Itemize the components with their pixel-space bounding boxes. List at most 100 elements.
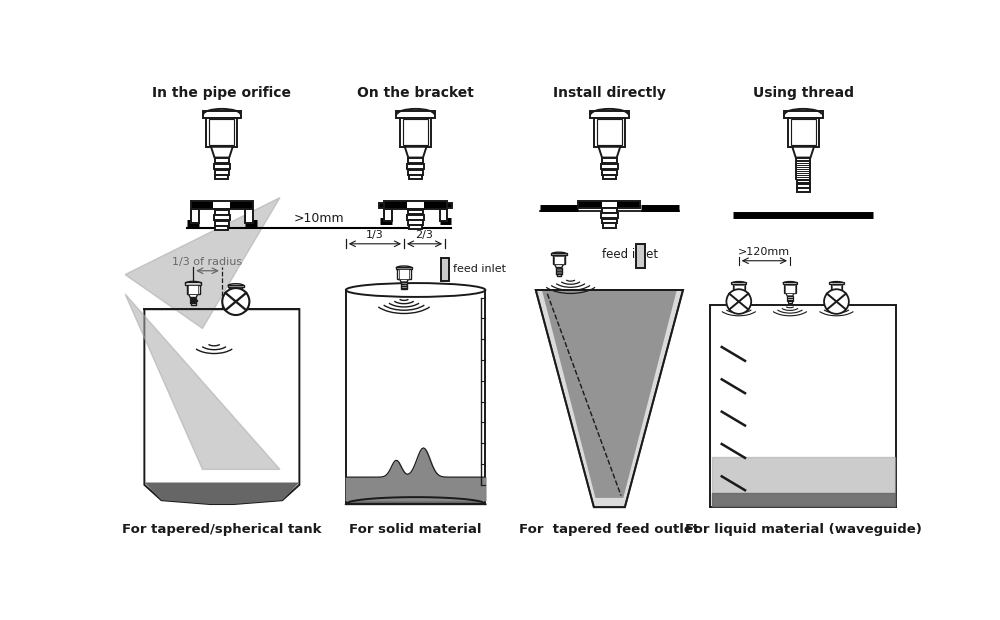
Bar (191, 209, 199, 223)
Ellipse shape (346, 283, 485, 297)
Polygon shape (144, 482, 299, 504)
Bar (215, 226, 228, 230)
Polygon shape (735, 293, 743, 296)
Bar (379, 203, 384, 208)
Bar (797, 184, 810, 188)
Bar (787, 298, 793, 299)
Bar (797, 180, 810, 184)
Polygon shape (211, 147, 233, 157)
Bar (594, 118, 625, 147)
Text: In the pipe orifice: In the pipe orifice (152, 86, 291, 100)
Bar (192, 209, 198, 222)
Bar (384, 209, 392, 221)
Polygon shape (786, 293, 794, 296)
Bar (831, 285, 842, 293)
Bar (190, 298, 196, 299)
Bar (783, 282, 797, 285)
Bar (233, 300, 239, 302)
Bar (603, 175, 616, 179)
Bar (785, 285, 795, 293)
Bar (385, 209, 391, 220)
Bar (602, 208, 617, 213)
Bar (229, 287, 242, 296)
Bar (403, 119, 428, 145)
Bar (833, 298, 840, 299)
Bar (215, 210, 229, 215)
Bar (736, 296, 742, 298)
Bar (578, 202, 640, 208)
Bar (401, 288, 407, 290)
Bar (797, 188, 810, 192)
Bar (215, 175, 228, 179)
Bar (602, 158, 617, 163)
Text: For  tapered feed outlet: For tapered feed outlet (519, 523, 699, 536)
Bar (185, 282, 201, 285)
Bar (736, 298, 742, 299)
Text: On the bracket: On the bracket (357, 86, 474, 100)
Bar (232, 302, 239, 304)
Text: feed inlet: feed inlet (602, 249, 658, 262)
Bar (209, 119, 234, 145)
Bar (787, 300, 793, 301)
Polygon shape (792, 147, 814, 157)
Bar (408, 170, 423, 175)
Bar (551, 253, 567, 255)
Bar (407, 202, 424, 208)
Bar (787, 296, 793, 298)
Bar (409, 225, 422, 229)
Bar (553, 255, 565, 265)
Bar (215, 221, 229, 226)
Text: For liquid material (waveguide): For liquid material (waveguide) (685, 523, 922, 536)
Bar (447, 203, 452, 208)
Text: 1/3: 1/3 (366, 230, 384, 240)
Polygon shape (125, 294, 280, 469)
Bar (408, 210, 423, 215)
Bar (602, 202, 617, 207)
Bar (829, 282, 844, 285)
Text: feed inlet: feed inlet (453, 264, 506, 274)
Bar (597, 119, 622, 145)
Bar (246, 209, 252, 222)
Bar (215, 170, 229, 175)
Polygon shape (542, 290, 677, 498)
Bar (384, 202, 447, 209)
Bar (191, 202, 253, 209)
Bar (736, 301, 741, 303)
Bar (590, 112, 629, 118)
Bar (214, 164, 230, 169)
Bar (190, 302, 196, 303)
Bar (215, 158, 229, 163)
Bar (832, 285, 841, 293)
Polygon shape (555, 265, 563, 267)
Bar (440, 209, 447, 221)
Polygon shape (231, 296, 240, 300)
Bar (191, 209, 199, 223)
Bar (440, 209, 447, 221)
Bar (245, 209, 253, 223)
Bar (187, 285, 200, 294)
Bar (191, 303, 196, 305)
Bar (202, 112, 241, 118)
Bar (601, 164, 618, 169)
Bar (407, 164, 424, 169)
Bar (401, 282, 407, 284)
Bar (788, 301, 792, 303)
Bar (784, 112, 822, 118)
Bar (602, 219, 617, 223)
Bar (834, 296, 839, 298)
Bar (214, 215, 230, 220)
Bar (231, 287, 241, 296)
Bar (213, 202, 230, 208)
Bar (734, 285, 744, 293)
Bar (602, 170, 617, 175)
Text: 1/3 of radius: 1/3 of radius (172, 257, 243, 267)
Bar (245, 209, 253, 223)
Bar (788, 118, 819, 147)
Bar (399, 270, 409, 278)
Text: For tapered/spherical tank: For tapered/spherical tank (122, 523, 322, 536)
Bar (733, 285, 745, 293)
Polygon shape (189, 294, 198, 298)
Text: For solid material: For solid material (349, 523, 482, 536)
Bar (188, 285, 198, 294)
Polygon shape (405, 147, 426, 157)
